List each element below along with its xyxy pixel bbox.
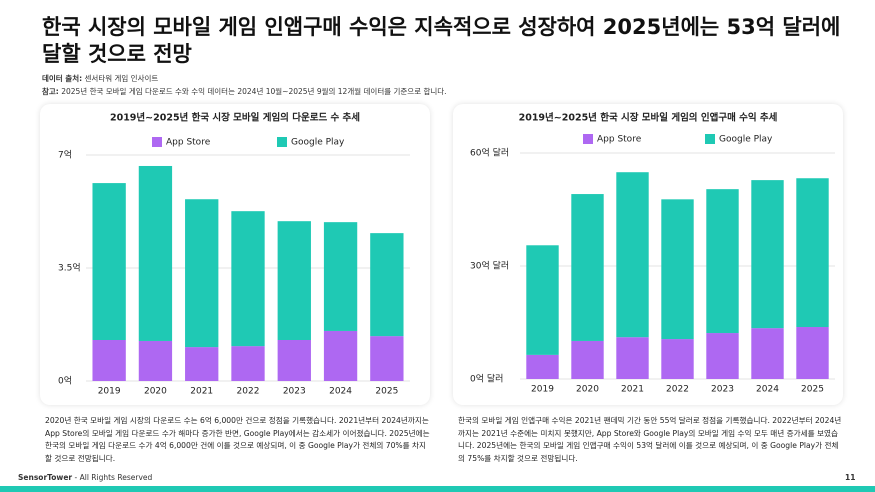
footer: SensorTower - All Rights Reserved: [18, 473, 152, 482]
legend-label: App Store: [166, 138, 211, 148]
x-tick-label: 2024: [329, 387, 352, 397]
bar-segment: [138, 165, 173, 341]
legend-label: Google Play: [719, 135, 773, 145]
x-tick-label: 2021: [621, 385, 644, 395]
bar-segment: [706, 333, 739, 379]
bar-segment: [323, 330, 358, 381]
bar-segment: [571, 194, 604, 341]
bar-segment: [92, 339, 126, 381]
legend-swatch: [152, 137, 162, 147]
x-tick-label: 2020: [144, 387, 167, 397]
bar-segment: [706, 189, 739, 334]
bar-segment: [616, 337, 649, 379]
footer-brand: SensorTower: [18, 473, 73, 482]
footer-text: - All Rights Reserved: [74, 473, 153, 482]
x-tick-label: 2019: [531, 385, 554, 395]
x-tick-label: 2023: [283, 387, 306, 397]
description: 한국의 모바일 게임 인앱구매 수익은 2021년 팬데믹 기간 동안 55억 …: [458, 416, 842, 463]
bar-segment: [277, 221, 311, 340]
x-tick-label: 2022: [237, 387, 260, 397]
slide-title: 한국 시장의 모바일 게임 인앱구매 수익은 지속적으로 성장하여 2025년에…: [42, 15, 841, 66]
bar-segment: [751, 180, 784, 329]
bar-segment: [751, 328, 784, 379]
bottom-bar: [0, 486, 875, 492]
x-tick-label: 2025: [375, 387, 398, 397]
bar-segment: [526, 245, 559, 355]
legend-swatch: [277, 137, 287, 147]
bar-segment: [796, 327, 829, 379]
bar-segment: [526, 354, 559, 379]
bar-segment: [616, 172, 649, 338]
bar-segment: [185, 199, 219, 348]
legend-label: Google Play: [291, 138, 345, 148]
chart-card: 2019년~2025년 한국 시장 모바일 게임의 다운로드 수 추세 0억 3.5…: [40, 104, 430, 405]
x-tick-label: 2025: [801, 385, 824, 395]
bar-segment: [277, 339, 311, 381]
bar-segment: [138, 340, 173, 381]
bar-segment: [185, 347, 219, 381]
note: 2025년 한국 모바일 게임 다운로드 수와 수익 데이터는 2024년 10…: [61, 87, 447, 96]
source-line: 데이터 출처: 센서타워 게임 인사이트: [42, 73, 158, 84]
y-tick-label: 3.5억: [58, 262, 81, 274]
chart-title: 2019년~2025년 한국 시장 모바일 게임의 다운로드 수 추세: [110, 112, 360, 124]
bar-segment: [231, 346, 265, 381]
y-tick-label: 7억: [58, 149, 72, 161]
source-label: 데이터 출처:: [42, 74, 83, 83]
source: 센서타워 게임 인사이트: [84, 74, 159, 83]
y-tick-label: 30억 달러: [470, 260, 509, 272]
chart-title: 2019년~2025년 한국 시장 모바일 게임의 인앱구매 수익 추세: [519, 112, 778, 124]
bar-segment: [92, 183, 126, 340]
x-tick-label: 2019: [98, 387, 121, 397]
page-number: 11: [845, 473, 856, 482]
bar-segment: [231, 211, 265, 347]
chart: 2019년~2025년 한국 시장 모바일 게임의 인앱구매 수익 추세 0억 달…: [470, 112, 835, 395]
x-tick-label: 2020: [576, 385, 599, 395]
y-tick-label: 0억 달러: [470, 373, 503, 385]
x-tick-label: 2022: [666, 385, 689, 395]
legend-swatch: [705, 134, 715, 144]
bar-segment: [370, 233, 404, 337]
bar-segment: [370, 336, 404, 381]
x-tick-label: 2024: [756, 385, 779, 395]
legend-label: App Store: [597, 135, 642, 145]
note-line: 참고: 2025년 한국 모바일 게임 다운로드 수와 수익 데이터는 2024…: [42, 86, 447, 97]
bar-segment: [323, 222, 358, 331]
note-label: 참고:: [42, 87, 59, 96]
chart: 2019년~2025년 한국 시장 모바일 게임의 다운로드 수 추세 0억 3.5…: [58, 112, 410, 397]
y-tick-label: 0억: [58, 375, 72, 387]
bar-segment: [796, 178, 829, 328]
x-tick-label: 2021: [190, 387, 213, 397]
x-tick-label: 2023: [711, 385, 734, 395]
chart-card: 2019년~2025년 한국 시장 모바일 게임의 인앱구매 수익 추세 0억 달…: [453, 104, 843, 405]
bar-segment: [571, 340, 604, 379]
legend-swatch: [583, 134, 593, 144]
bar-segment: [661, 339, 694, 379]
bar-segment: [661, 199, 694, 340]
y-tick-label: 60억 달러: [470, 147, 509, 159]
description: 2020년 한국 모바일 게임 시장의 다운로드 수는 6억 6,000만 건으…: [45, 416, 430, 463]
